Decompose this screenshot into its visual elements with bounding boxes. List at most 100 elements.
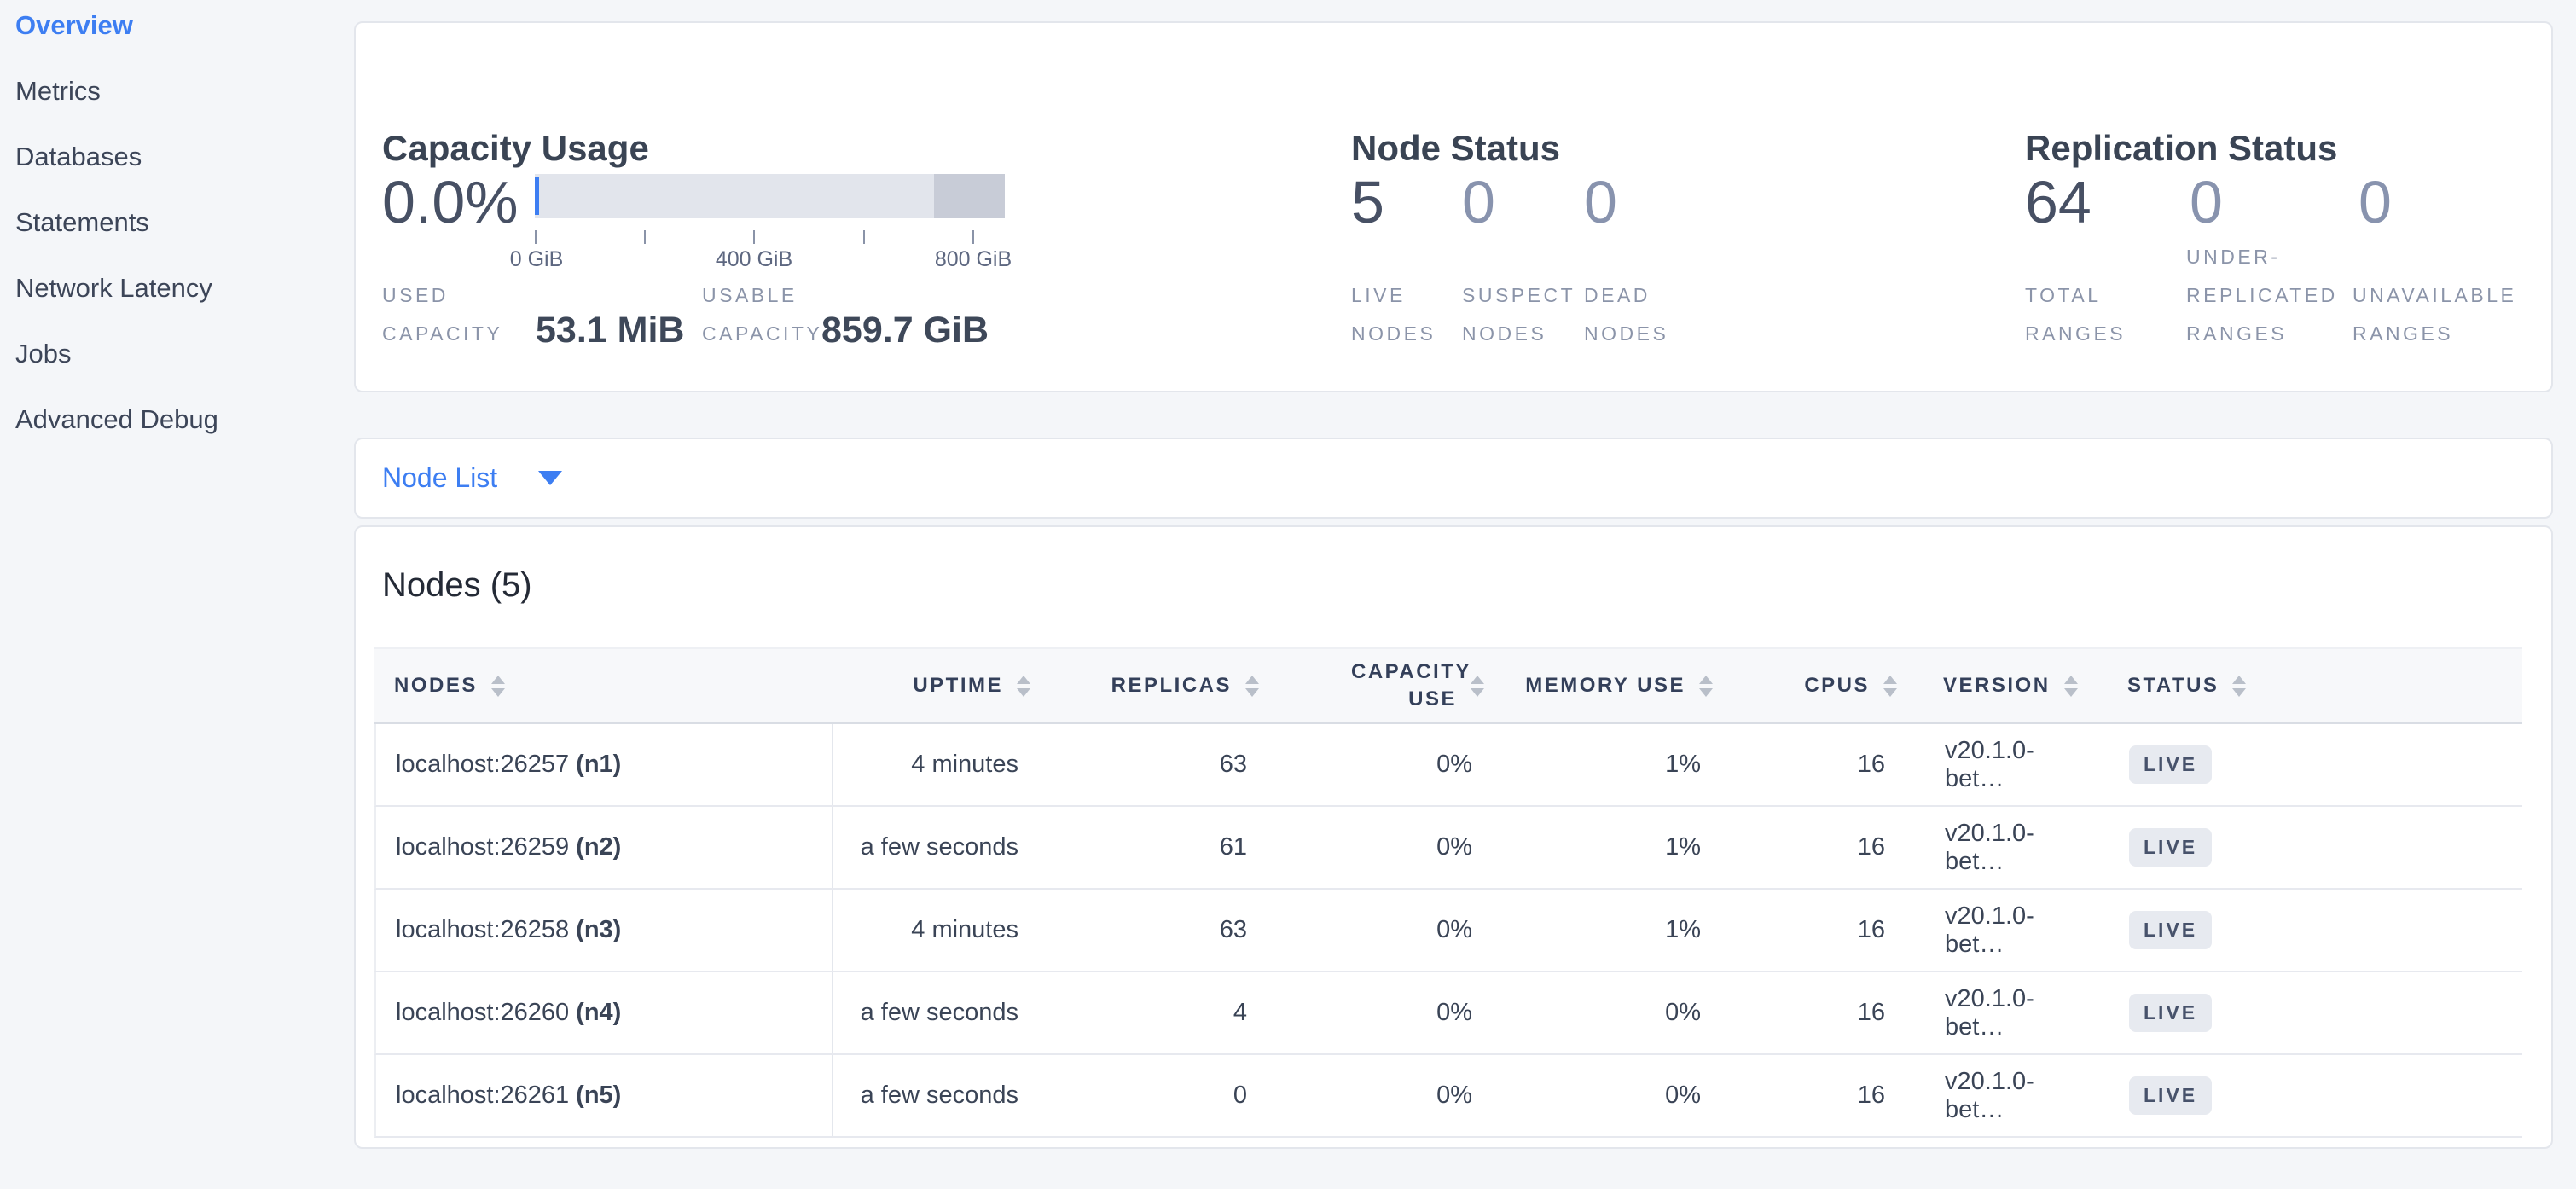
capacity-cell: 0% (1436, 916, 1472, 943)
header-uptime[interactable]: UPTIME (832, 649, 1030, 722)
table-row[interactable]: localhost:26260 (n4) a few seconds 4 0% 0… (374, 972, 2522, 1055)
version-cell: v20.1.0-bet… (1945, 902, 2034, 958)
sidebar: Overview Metrics Databases Statements Ne… (0, 0, 341, 1189)
table-row[interactable]: localhost:26258 (n3) 4 minutes 63 0% 1% 1… (374, 890, 2522, 972)
uptime-cell: a few seconds (860, 1082, 1018, 1109)
axis-tick-label: 800 GiB (934, 247, 1012, 271)
cpus-cell: 16 (1857, 916, 1885, 943)
replicas-cell: 61 (1219, 833, 1247, 861)
memory-cell: 0% (1665, 1082, 1701, 1109)
version-cell: v20.1.0-bet… (1945, 819, 2034, 875)
sort-icon (1017, 675, 1030, 697)
chevron-down-icon (538, 471, 563, 485)
header-memory-use[interactable]: MEMORY USE (1484, 649, 1713, 722)
replication-status-title: Replication Status (2025, 128, 2338, 168)
view-selector-card: Node List (354, 438, 2553, 519)
capacity-cell: 0% (1436, 1082, 1472, 1109)
node-name-cell[interactable]: localhost:26261 (n5) (376, 1055, 833, 1136)
nodes-table-header: NODES UPTIME REPLICAS CAPACITY USE MEMOR… (374, 647, 2522, 724)
node-name-cell[interactable]: localhost:26259 (n2) (376, 807, 833, 888)
sidebar-item-jobs[interactable]: Jobs (15, 339, 72, 368)
node-name-cell[interactable]: localhost:26258 (n3) (376, 890, 833, 971)
replicas-cell: 0 (1233, 1082, 1247, 1109)
sidebar-item-databases[interactable]: Databases (15, 142, 142, 171)
nodes-table-title: Nodes (5) (382, 566, 532, 604)
sort-icon (1245, 675, 1259, 697)
capacity-used-percent: 0.0% (382, 169, 519, 235)
table-row[interactable]: localhost:26261 (n5) a few seconds 0 0% 0… (374, 1055, 2522, 1138)
usable-capacity-value: 859.7 GiB (821, 310, 989, 351)
under-replicated-ranges-count: 0 (2190, 169, 2223, 235)
memory-cell: 1% (1665, 916, 1701, 943)
nodes-card: Nodes (5) NODES UPTIME REPLICAS CAPACITY… (354, 525, 2553, 1149)
header-nodes[interactable]: NODES (374, 649, 832, 722)
used-capacity-label: USED CAPACITY (382, 284, 503, 345)
axis-tick (753, 230, 755, 244)
node-name-cell[interactable]: localhost:26260 (n4) (376, 972, 833, 1053)
axis-tick (644, 230, 646, 244)
total-ranges-count: 64 (2025, 169, 2092, 235)
status-badge: LIVE (2129, 1076, 2213, 1115)
suspect-nodes-count: 0 (1462, 169, 1495, 235)
sort-icon (490, 675, 505, 697)
status-cell: LIVE (2082, 972, 2522, 1053)
used-capacity-value: 53.1 MiB (536, 310, 685, 351)
uptime-cell: 4 minutes (911, 916, 1018, 943)
status-cell: LIVE (2082, 890, 2522, 971)
sidebar-item-statements[interactable]: Statements (15, 207, 149, 237)
cpus-cell: 16 (1857, 999, 1885, 1026)
status-badge: LIVE (2129, 745, 2213, 784)
header-replicas[interactable]: REPLICAS (1030, 649, 1259, 722)
sidebar-item-advanced-debug[interactable]: Advanced Debug (15, 404, 218, 434)
node-status-title: Node Status (1351, 128, 1561, 168)
uptime-cell: a few seconds (860, 833, 1018, 861)
sort-icon (2063, 675, 2078, 697)
uptime-cell: 4 minutes (911, 751, 1018, 778)
under-replicated-ranges-label: UNDER-REPLICATED RANGES (2186, 246, 2338, 345)
cpus-cell: 16 (1857, 751, 1885, 778)
sidebar-item-network-latency[interactable]: Network Latency (15, 273, 212, 303)
status-cell: LIVE (2082, 724, 2522, 805)
unavailable-ranges-count: 0 (2358, 169, 2392, 235)
capacity-gauge (535, 174, 1005, 218)
nodes-table: NODES UPTIME REPLICAS CAPACITY USE MEMOR… (374, 647, 2522, 1138)
usable-capacity-label: USABLE CAPACITY (702, 284, 823, 345)
axis-tick (535, 230, 537, 244)
capacity-gauge-used-marker (535, 177, 539, 215)
table-row[interactable]: localhost:26257 (n1) 4 minutes 63 0% 1% 1… (374, 724, 2522, 807)
sort-icon (2232, 675, 2247, 697)
axis-tick (863, 230, 865, 244)
live-nodes-label: LIVE NODES (1351, 284, 1436, 345)
cpus-cell: 16 (1857, 1082, 1885, 1109)
header-status[interactable]: STATUS (2080, 649, 2522, 722)
sidebar-item-metrics[interactable]: Metrics (15, 76, 101, 106)
status-cell: LIVE (2082, 1055, 2522, 1136)
cpus-cell: 16 (1857, 833, 1885, 861)
sort-icon (1883, 675, 1897, 697)
status-badge: LIVE (2129, 828, 2213, 867)
capacity-cell: 0% (1436, 833, 1472, 861)
sidebar-item-overview[interactable]: Overview (15, 10, 133, 40)
memory-cell: 1% (1665, 751, 1701, 778)
cluster-summary-card: Capacity Usage 0.0% 0 GiB 400 GiB 800 Gi… (354, 21, 2553, 392)
capacity-cell: 0% (1436, 751, 1472, 778)
node-list-dropdown-label: Node List (382, 462, 498, 493)
node-name-cell[interactable]: localhost:26257 (n1) (376, 724, 833, 805)
axis-tick-label: 0 GiB (509, 247, 564, 271)
capacity-gauge-dark-segment (934, 174, 1005, 218)
header-capacity-use[interactable]: CAPACITY USE (1259, 649, 1484, 722)
replicas-cell: 63 (1219, 916, 1247, 943)
sort-icon (1471, 675, 1484, 697)
axis-tick (972, 230, 974, 244)
version-cell: v20.1.0-bet… (1945, 736, 2034, 792)
header-cpus[interactable]: CPUS (1713, 649, 1897, 722)
dead-nodes-label: DEAD NODES (1584, 284, 1669, 345)
replicas-cell: 4 (1233, 999, 1247, 1026)
header-version[interactable]: VERSION (1897, 649, 2080, 722)
memory-cell: 1% (1665, 833, 1701, 861)
version-cell: v20.1.0-bet… (1945, 1067, 2034, 1123)
status-badge: LIVE (2129, 911, 2213, 949)
table-row[interactable]: localhost:26259 (n2) a few seconds 61 0% … (374, 807, 2522, 890)
node-list-dropdown[interactable]: Node List (382, 439, 563, 517)
